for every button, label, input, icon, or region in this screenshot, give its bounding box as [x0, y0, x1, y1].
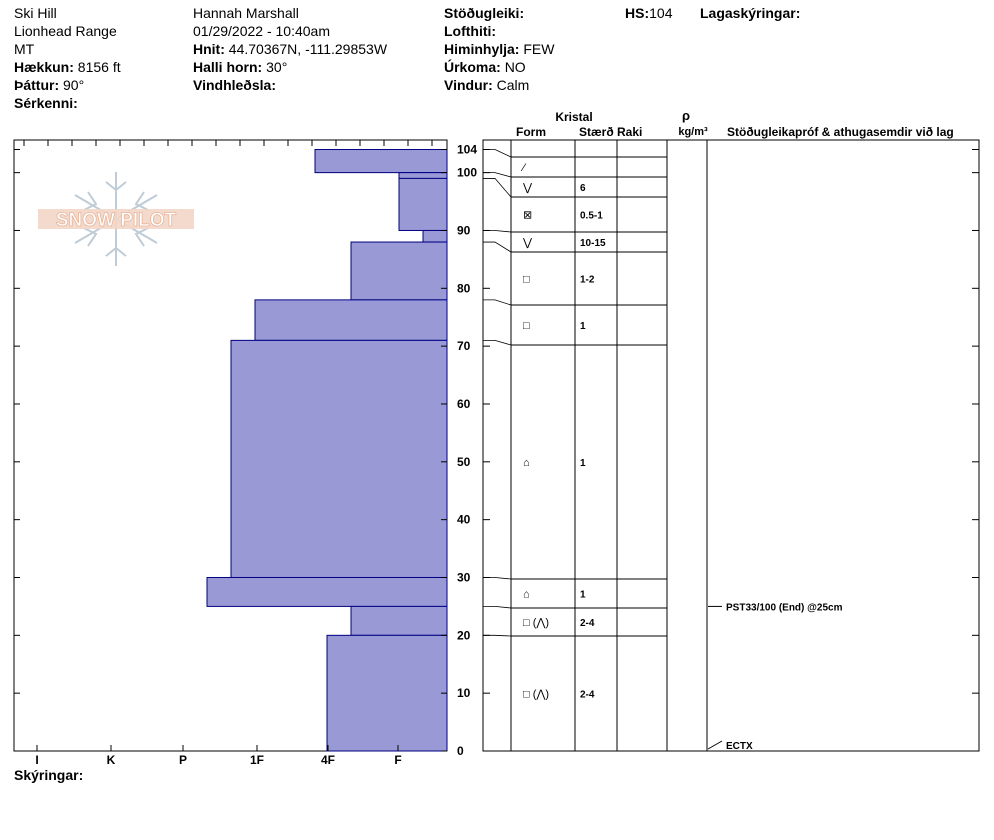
hardness-bar	[398, 177, 448, 231]
grain-size: 10-15	[580, 238, 606, 249]
depth-tick-label: 90	[457, 223, 471, 237]
grain-form: ⊠	[523, 210, 532, 222]
header-location: Ski Hill	[14, 5, 57, 21]
grain-size: 1-2	[580, 275, 595, 286]
hardness-bar	[206, 576, 448, 607]
hardness-tick-label: P	[179, 753, 187, 767]
hardness-bar	[350, 241, 448, 301]
hardness-tick-label: I	[35, 753, 38, 767]
depth-tick-label: 20	[457, 628, 471, 642]
grain-size: 2-4	[580, 690, 595, 701]
grain-size: 6	[580, 183, 586, 194]
layer-connector	[483, 172, 512, 178]
depth-tick-label: 60	[457, 397, 471, 411]
header-airtemp: Lofthiti:	[444, 23, 497, 39]
grain-form: ⌂	[523, 457, 530, 469]
header-layer-notes: Lagaskýringar:	[700, 5, 801, 21]
col-density-unit: kg/m³	[678, 126, 708, 138]
col-comments-header: Stöðugleikapróf & athugasemdir við lag	[727, 125, 954, 139]
depth-tick-label: 0	[457, 744, 464, 758]
hardness-bar	[230, 339, 448, 578]
annotation-text: PST33/100 (End) @25cm	[726, 602, 843, 613]
hardness-axis: I K P 1F 4F F	[23, 140, 433, 767]
header-range: Lionhead Range	[14, 23, 117, 39]
grain-form: ⌂	[523, 589, 530, 601]
grain-form: ⁄	[520, 162, 527, 174]
header-features: Sérkenni:	[14, 95, 78, 111]
header-precip: Úrkoma: NO	[444, 59, 526, 75]
header-sky: Himinhylja: FEW	[444, 41, 555, 57]
depth-tick-label: 10	[457, 686, 471, 700]
grain-form: □	[523, 320, 530, 332]
header-hs: HS:104	[625, 5, 673, 21]
header-wind: Vindur: Calm	[444, 77, 530, 93]
depth-axis: 0 10 20 30 40 50 60 70 80 90 100 104	[14, 143, 979, 758]
stability-annotations: PST33/100 (End) @25cm ECTX	[707, 602, 843, 752]
hardness-bar	[254, 299, 448, 341]
svg-text:SNOW PILOT: SNOW PILOT	[56, 210, 177, 231]
header-state: MT	[14, 41, 35, 57]
depth-tick-label: 50	[457, 455, 471, 469]
grain-size: 0.5-1	[580, 211, 603, 222]
header-coords: Hnit: 44.70367N, -111.29853W	[193, 41, 388, 57]
hardness-bar	[326, 634, 448, 752]
depth-tick-label: 104	[457, 143, 477, 157]
annotation-arrow	[707, 740, 723, 750]
col-crystal-header: Kristal	[555, 110, 592, 124]
depth-tick-label: 80	[457, 281, 471, 295]
layer-connector	[483, 577, 512, 580]
grain-form: ⋁	[522, 182, 533, 194]
grain-form: □ (⋀)	[523, 689, 549, 701]
depth-tick-label: 40	[457, 513, 471, 527]
layer-connector	[483, 299, 512, 306]
grain-table	[482, 139, 980, 752]
layer-connector	[483, 634, 512, 637]
depth-tick-label: 30	[457, 570, 471, 584]
header-aspect: Þáttur: 90°	[14, 77, 85, 93]
footer-notes: Skýringar:	[14, 767, 84, 783]
hardness-bar	[350, 605, 448, 636]
grain-form: □	[523, 274, 530, 286]
col-moisture-header: Raki	[617, 125, 642, 139]
header-slope: Halli horn: 30°	[193, 59, 288, 75]
grain-form: □ (⋀)	[523, 617, 549, 629]
hardness-bar	[422, 229, 448, 243]
annotation-text: ECTX	[726, 741, 753, 752]
hardness-tick-label: 1F	[250, 753, 264, 767]
grain-rows: ⁄ ⋁ 6 ⊠ 0.5-1 ⋁ 10-15 □ 1-2 □ 1 ⌂ 1 ⌂ 1 □ (⋀) 2-4 □ (⋀) 2-…	[511, 156, 667, 701]
layer-connectors	[483, 149, 512, 637]
hardness-bars	[206, 149, 448, 752]
header-datetime: 01/29/2022 - 10:40am	[193, 23, 330, 39]
header-elevation: Hækkun: 8156 ft	[14, 59, 121, 75]
grain-size: 1	[580, 321, 586, 332]
grain-form: ⋁	[522, 237, 533, 249]
layer-connector	[483, 606, 512, 609]
header-stability: Stöðugleiki:	[444, 5, 525, 21]
col-density-symbol: ρ	[682, 108, 690, 123]
col-form-header: Form	[516, 125, 546, 139]
col-size-header: Stærð	[579, 125, 614, 139]
layer-connector	[483, 178, 512, 198]
grain-size: 1	[580, 458, 586, 469]
layer-connector	[483, 241, 512, 253]
header-windload: Vindhleðsla:	[193, 77, 276, 93]
layer-connector	[483, 230, 512, 233]
header-observer: Hannah Marshall	[193, 5, 299, 21]
layer-connector	[483, 339, 512, 346]
layer-connector	[483, 149, 512, 158]
snowpilot-logo: SNOW PILOT	[38, 209, 194, 231]
depth-tick-label: 100	[457, 166, 477, 180]
grain-size: 1	[580, 590, 586, 601]
hardness-tick-label: K	[107, 753, 116, 767]
hardness-tick-label: F	[394, 753, 401, 767]
grain-size: 2-4	[580, 618, 595, 629]
hardness-bar	[314, 149, 448, 174]
hardness-bar	[398, 172, 448, 179]
depth-tick-label: 70	[457, 339, 471, 353]
hardness-tick-label: 4F	[321, 753, 335, 767]
